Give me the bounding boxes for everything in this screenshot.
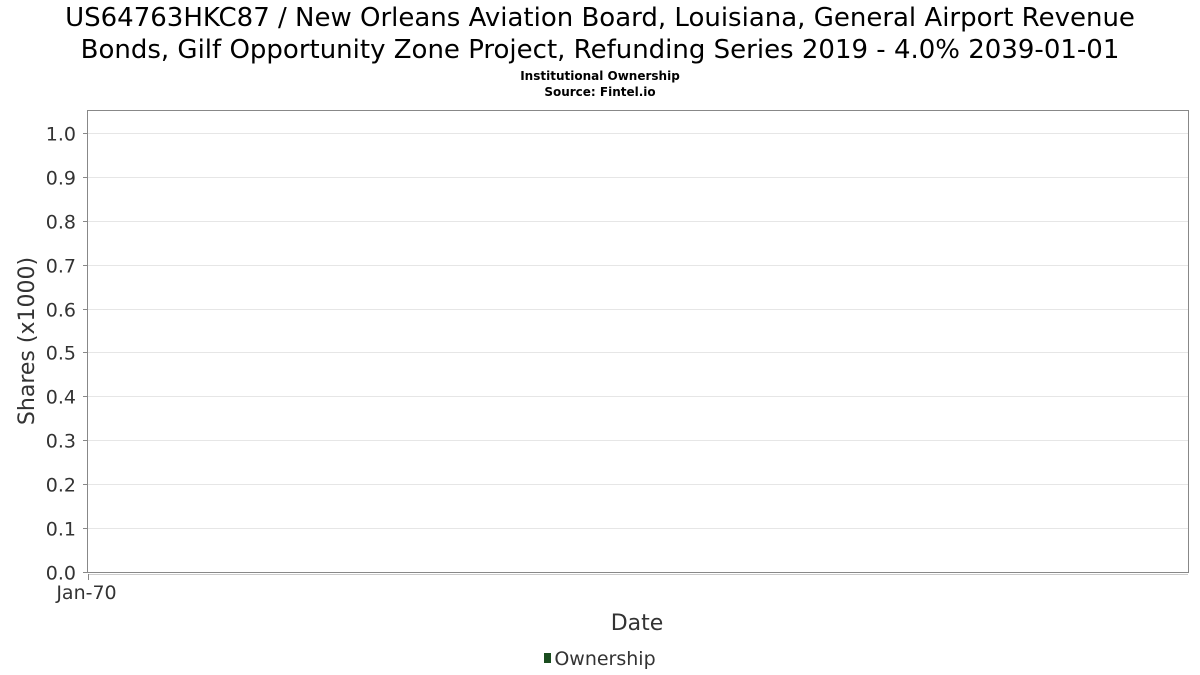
y-tick-label-4: 0.4	[46, 387, 76, 409]
y-tick-label-5: 0.5	[46, 343, 76, 365]
y-tick-label-7: 0.7	[46, 256, 76, 278]
y-tick-label-9: 0.9	[46, 168, 76, 190]
x-tick-label-0: Jan-70	[55, 582, 116, 604]
x-axis-ticks: Jan-70	[55, 574, 117, 604]
legend-swatch-ownership	[544, 653, 552, 663]
x-axis-title: Date	[611, 611, 664, 636]
gridlines	[88, 133, 1188, 573]
y-tick-label-6: 0.6	[46, 300, 76, 322]
y-axis-title: Shares (x1000)	[15, 257, 40, 425]
y-tick-label-8: 0.8	[46, 212, 76, 234]
chart-source: Source: Fintel.io	[544, 85, 656, 99]
chart-title-line-2: Bonds, Gilf Opportunity Zone Project, Re…	[80, 35, 1120, 65]
y-axis: 0.0 0.1 0.2 0.3 0.4 0.5 0.6 0.7 0.8 0.9 1.0	[46, 124, 88, 585]
legend: Ownership	[0, 648, 1200, 670]
chart-title-line-1: US64763HKC87 / New Orleans Aviation Boar…	[65, 3, 1135, 33]
chart-subtitle: Institutional Ownership	[520, 69, 680, 83]
y-tick-label-0: 0.0	[46, 563, 76, 585]
y-tick-label-2: 0.2	[46, 475, 76, 497]
y-tick-label-3: 0.3	[46, 431, 76, 453]
y-tick-label-1: 0.1	[46, 519, 76, 541]
y-tick-label-10: 1.0	[46, 124, 76, 146]
plot-area	[87, 110, 1189, 573]
legend-label-ownership: Ownership	[554, 648, 656, 670]
